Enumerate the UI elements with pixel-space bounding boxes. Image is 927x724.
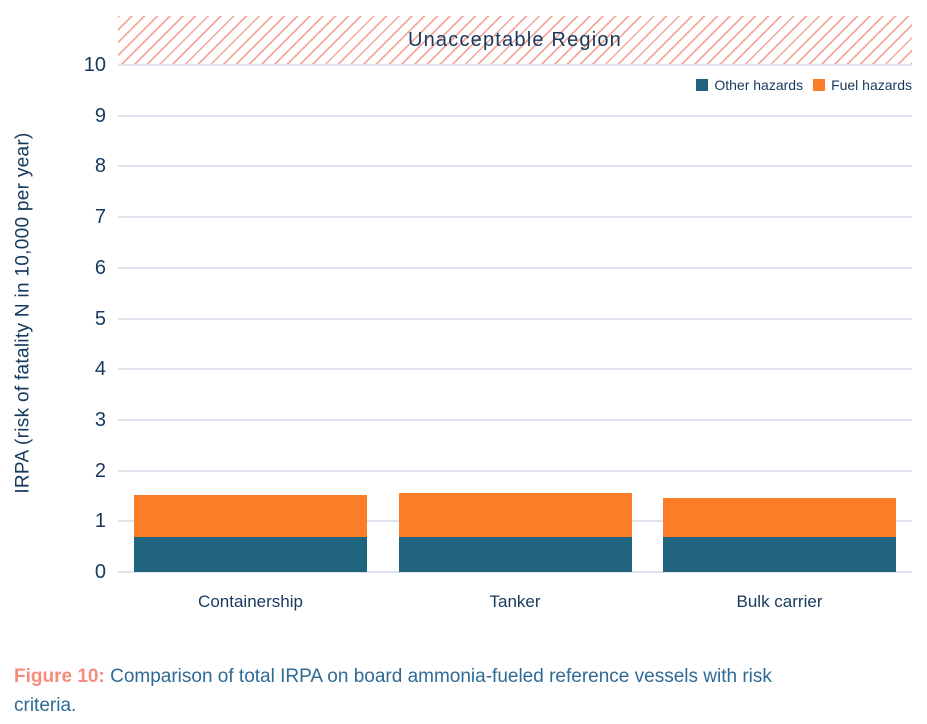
legend-swatch (813, 79, 826, 91)
gridline (118, 317, 912, 320)
legend-item: Other hazards (696, 77, 803, 93)
legend-item: Fuel hazards (813, 77, 912, 93)
bar-segment-other-hazards (134, 536, 367, 572)
plot-area (118, 64, 912, 573)
y-tick-label: 0 (94, 561, 106, 583)
y-tick-label: 5 (94, 307, 106, 330)
gridline (118, 64, 912, 66)
legend-label: Other hazards (714, 77, 804, 93)
gridline (118, 368, 912, 371)
gridline (118, 469, 912, 472)
unacceptable-region-label: Unacceptable Region (407, 29, 623, 51)
gridline (118, 571, 912, 573)
bar-segment-other-hazards (663, 536, 896, 572)
y-tick-label: 2 (94, 459, 106, 482)
y-tick-label: 1 (94, 510, 106, 533)
y-tick-label: 10 (83, 54, 106, 76)
x-category-label: Bulk carrier (736, 592, 823, 611)
gridline (118, 114, 912, 117)
figure-caption-label: Figure 10: (14, 666, 105, 687)
y-tick-label: 3 (94, 408, 106, 431)
figure-caption-text: Comparison of total IRPA on board ammoni… (14, 666, 772, 717)
legend-swatch (696, 79, 709, 91)
gridline (118, 165, 912, 168)
figure-caption: Figure 10: Comparison of total IRPA on b… (14, 662, 814, 721)
y-tick-label: 7 (94, 206, 106, 229)
y-tick-label: 6 (94, 256, 106, 279)
y-tick-label: 4 (94, 358, 106, 381)
gridline (118, 418, 912, 421)
gridline (118, 266, 912, 269)
y-tick-label: 8 (94, 155, 106, 178)
legend: Other hazards Fuel hazards (696, 77, 912, 93)
bar-segment-other-hazards (398, 536, 632, 572)
bar-segment-fuel-hazards (663, 497, 896, 537)
chart-figure: IRPA (risk of fatality N in 10,000 per y… (13, 16, 912, 611)
legend-label: Fuel hazards (831, 77, 912, 93)
x-category-label: Tanker (489, 592, 541, 611)
y-tick-label: 9 (94, 104, 106, 127)
gridline (118, 216, 912, 219)
x-category-label: Containership (198, 592, 303, 611)
unacceptable-region-band: Unacceptable Region (118, 16, 912, 65)
bar-segment-fuel-hazards (398, 492, 632, 537)
bar-segment-fuel-hazards (134, 495, 367, 537)
